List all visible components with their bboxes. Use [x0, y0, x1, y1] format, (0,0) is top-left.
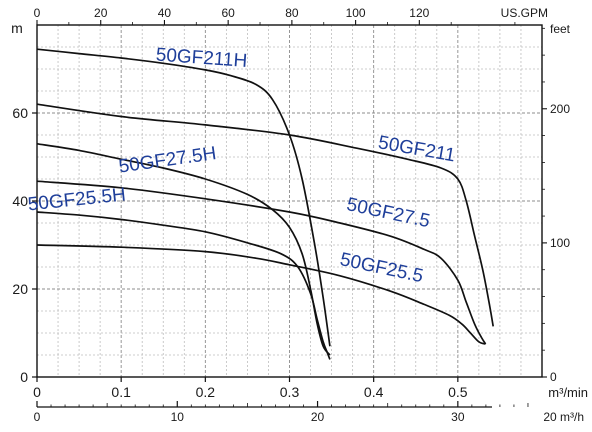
right-axis-label: feet [550, 22, 571, 36]
series-line-50gf27-5 [36, 180, 487, 345]
secondary-x-tick-label: 30 [451, 410, 465, 424]
right-tick-label: 100 [550, 236, 570, 250]
curve-labels: 50GF211H50GF21150GF27.5H50GF27.550GF25.5… [27, 45, 457, 288]
y-tick-label: 20 [12, 281, 28, 297]
series-label: 50GF25.5H [27, 184, 127, 215]
x-tick-label: 0.1 [111, 384, 131, 400]
curves [36, 48, 495, 360]
x-tick-label: 0.3 [280, 384, 300, 400]
series-line-50gf25-5 [36, 244, 486, 345]
y-tick-label: 60 [12, 105, 28, 121]
secondary-x-tick-label: 10 [171, 410, 185, 424]
x-tick-label: 0.2 [196, 384, 216, 400]
y-axis-label: m [11, 20, 23, 36]
x-tick-label: 0 [33, 384, 41, 400]
top-axis-label: US.GPM [501, 6, 548, 20]
x-axis-label: m³/min [548, 385, 588, 400]
series-label: 50GF25.5 [338, 249, 425, 287]
x-tick-label: 0.4 [364, 384, 384, 400]
series-line-50gf211 [36, 103, 495, 327]
y-tick-label: 0 [20, 369, 28, 385]
right-tick-label: 200 [550, 102, 570, 116]
series-label: 50GF27.5H [117, 143, 217, 177]
top-tick-label: 60 [221, 6, 235, 20]
series-label: 50GF211H [155, 45, 248, 72]
top-tick-label: 80 [285, 6, 299, 20]
secondary-x-axis-label: 20 m³/h [543, 410, 584, 424]
top-tick-label: 40 [158, 6, 172, 20]
right-tick-label: 0 [550, 370, 557, 384]
x-tick-label: 0.5 [448, 384, 468, 400]
secondary-x-tick-label: 20 [311, 410, 325, 424]
grid [37, 25, 542, 377]
y-tick-label: 40 [12, 193, 28, 209]
top-tick-label: 0 [34, 6, 41, 20]
top-tick-label: 20 [94, 6, 108, 20]
series-line-50gf25-5h [36, 211, 331, 360]
top-tick-label: 100 [346, 6, 366, 20]
top-tick-label: 120 [409, 6, 429, 20]
series-line-50gf211h [36, 48, 331, 347]
secondary-x-tick-label: 0 [34, 410, 41, 424]
